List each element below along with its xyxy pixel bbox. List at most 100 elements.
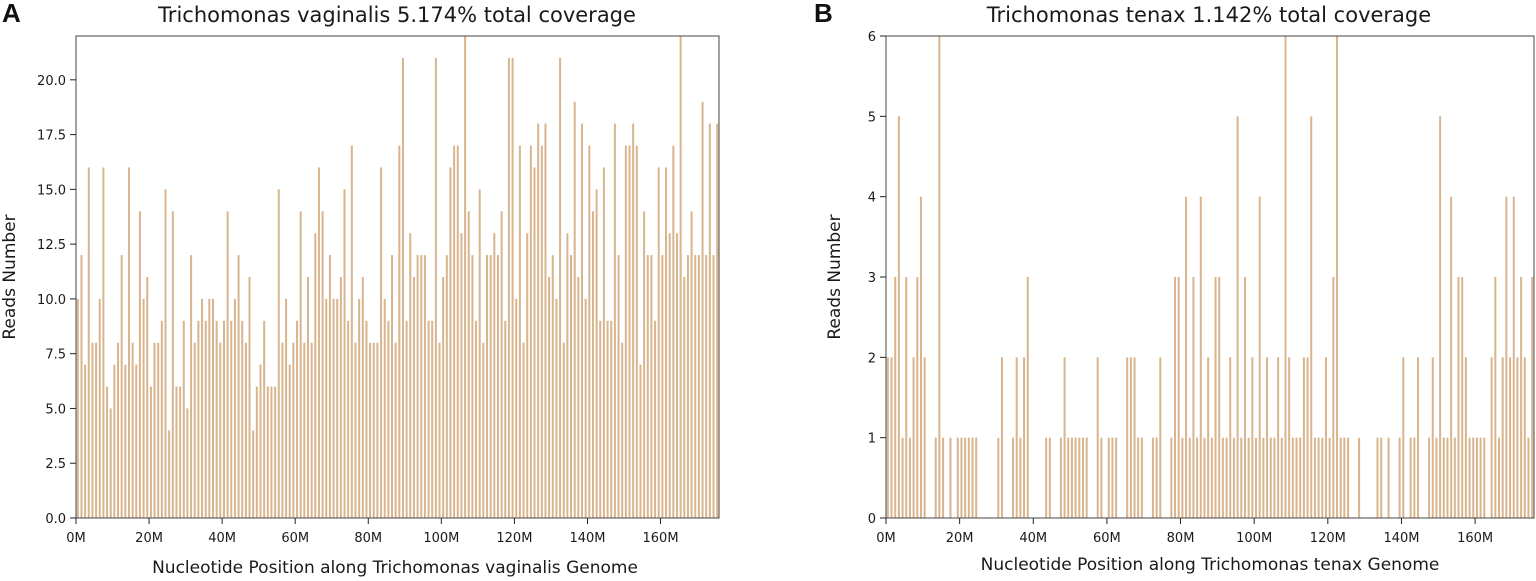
bar	[1277, 357, 1280, 518]
bar	[398, 145, 401, 519]
bar	[496, 255, 499, 518]
bar	[515, 298, 518, 518]
bar	[1317, 437, 1320, 518]
panel-letter-b: B	[814, 0, 833, 28]
bar	[460, 233, 463, 518]
bar	[1376, 437, 1379, 518]
bar	[912, 357, 915, 518]
bar	[1225, 437, 1228, 518]
bar	[376, 342, 379, 518]
bar	[551, 255, 554, 518]
bar	[405, 320, 408, 518]
bar	[237, 255, 240, 518]
bar	[277, 189, 280, 519]
bar	[467, 211, 470, 518]
bar	[1151, 437, 1154, 518]
bar	[449, 167, 452, 518]
bar	[175, 386, 178, 518]
y-tick-label: 10.0	[37, 293, 66, 308]
x-tick-label: 20M	[946, 531, 974, 546]
bar	[577, 277, 580, 518]
bar	[321, 211, 324, 518]
bar	[160, 320, 163, 518]
y-tick-label: 20.0	[37, 74, 66, 89]
chart-b-bars	[886, 36, 1534, 519]
bar	[1096, 357, 1099, 518]
bar	[665, 167, 668, 518]
x-tick-label: 100M	[423, 531, 459, 546]
bar	[919, 196, 922, 519]
bar	[934, 437, 937, 518]
bar	[938, 36, 941, 518]
bar	[1321, 437, 1324, 518]
bar	[193, 342, 196, 518]
bar	[332, 298, 335, 518]
x-tick-label: 80M	[1167, 531, 1195, 546]
bar	[555, 298, 558, 518]
bar	[712, 255, 715, 518]
bar	[1247, 437, 1250, 518]
bar	[533, 167, 536, 518]
bar	[292, 342, 295, 518]
bar	[358, 298, 361, 518]
panel-letter-a: A	[2, 0, 21, 28]
bar	[1446, 437, 1449, 518]
bar	[1332, 277, 1335, 518]
bar	[259, 364, 262, 518]
bar	[1501, 357, 1504, 518]
bar	[1251, 357, 1254, 518]
bar	[142, 298, 145, 518]
bar	[1012, 437, 1015, 518]
y-tick-label: 5	[868, 110, 876, 125]
bar	[149, 386, 152, 518]
bar	[1129, 357, 1132, 518]
bar	[1468, 437, 1471, 518]
bar	[157, 342, 160, 518]
bar	[475, 320, 478, 518]
bar	[230, 320, 233, 518]
bar	[1155, 437, 1158, 518]
bar	[537, 123, 540, 518]
bar	[197, 320, 200, 518]
chart-b-x-axis: 0M 20M 40M 60M 80M 100M 120M 140M 160M	[876, 518, 1493, 546]
bar	[95, 342, 98, 518]
bar	[894, 277, 897, 518]
y-tick-label: 12.5	[37, 238, 66, 253]
bar	[570, 255, 573, 518]
bar	[1461, 277, 1464, 518]
bar	[1295, 437, 1298, 518]
bar	[1070, 437, 1073, 518]
chart-a-bars	[76, 36, 719, 519]
bar	[526, 233, 529, 518]
bar	[383, 298, 386, 518]
bar	[1137, 437, 1140, 518]
bar	[1336, 36, 1339, 518]
x-tick-label: 120M	[1310, 531, 1346, 546]
bar	[168, 430, 171, 518]
bar	[511, 57, 514, 518]
bar	[548, 277, 551, 518]
bar	[923, 357, 926, 518]
bar	[679, 36, 682, 518]
bar	[215, 320, 218, 518]
bar	[1196, 437, 1199, 518]
bar	[420, 255, 423, 518]
bar	[1159, 357, 1162, 518]
bar	[391, 255, 394, 518]
bar	[285, 298, 288, 518]
bar	[303, 342, 306, 518]
bar	[683, 277, 686, 518]
bar	[1229, 357, 1232, 518]
bar	[632, 123, 635, 518]
bar	[613, 123, 616, 518]
bar	[606, 320, 609, 518]
bar	[708, 123, 711, 518]
x-tick-label: 160M	[1457, 531, 1493, 546]
bar	[1520, 277, 1523, 518]
bar	[190, 255, 193, 518]
x-tick-label: 140M	[569, 531, 605, 546]
bar	[694, 255, 697, 518]
bar	[471, 255, 474, 518]
x-tick-label: 100M	[1236, 531, 1272, 546]
